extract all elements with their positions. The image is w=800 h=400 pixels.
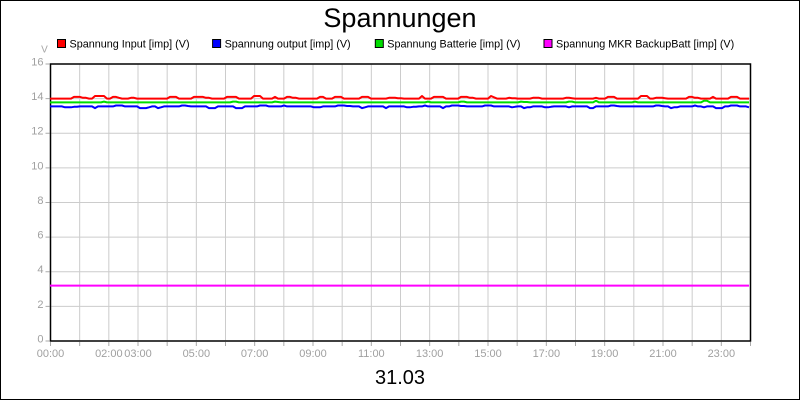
svg-text:17:00: 17:00: [533, 348, 561, 360]
svg-text:00:00: 00:00: [37, 348, 65, 360]
svg-text:07:00: 07:00: [241, 348, 269, 360]
svg-text:11:00: 11:00: [358, 348, 385, 360]
svg-text:6: 6: [37, 230, 43, 242]
svg-text:Spannung Batterie [imp] (V): Spannung Batterie [imp] (V): [387, 39, 520, 51]
svg-text:0: 0: [37, 333, 43, 345]
svg-text:10: 10: [31, 160, 43, 172]
svg-text:8: 8: [37, 195, 43, 207]
svg-text:14: 14: [31, 91, 43, 103]
svg-text:21:00: 21:00: [649, 348, 677, 360]
svg-text:03:00: 03:00: [124, 348, 152, 360]
svg-text:4: 4: [37, 264, 43, 276]
svg-text:23:00: 23:00: [708, 348, 736, 360]
svg-text:16: 16: [31, 56, 43, 68]
svg-text:05:00: 05:00: [183, 348, 211, 360]
svg-text:15:00: 15:00: [474, 348, 502, 360]
svg-text:19:00: 19:00: [591, 348, 619, 360]
svg-text:02:00: 02:00: [95, 348, 123, 360]
svg-text:12: 12: [31, 126, 43, 138]
svg-text:2: 2: [37, 299, 43, 311]
svg-text:Spannung MKR BackupBatt [imp]: Spannung MKR BackupBatt [imp] (V): [556, 39, 734, 51]
svg-text:09:00: 09:00: [299, 348, 327, 360]
svg-text:Spannung Input [imp] (V): Spannung Input [imp] (V): [70, 39, 190, 51]
svg-text:31.03: 31.03: [375, 367, 425, 389]
svg-text:Spannungen: Spannungen: [323, 3, 476, 33]
svg-text:Spannung output [imp] (V): Spannung output [imp] (V): [225, 39, 351, 51]
svg-text:13:00: 13:00: [416, 348, 444, 360]
svg-text:V: V: [41, 45, 48, 56]
